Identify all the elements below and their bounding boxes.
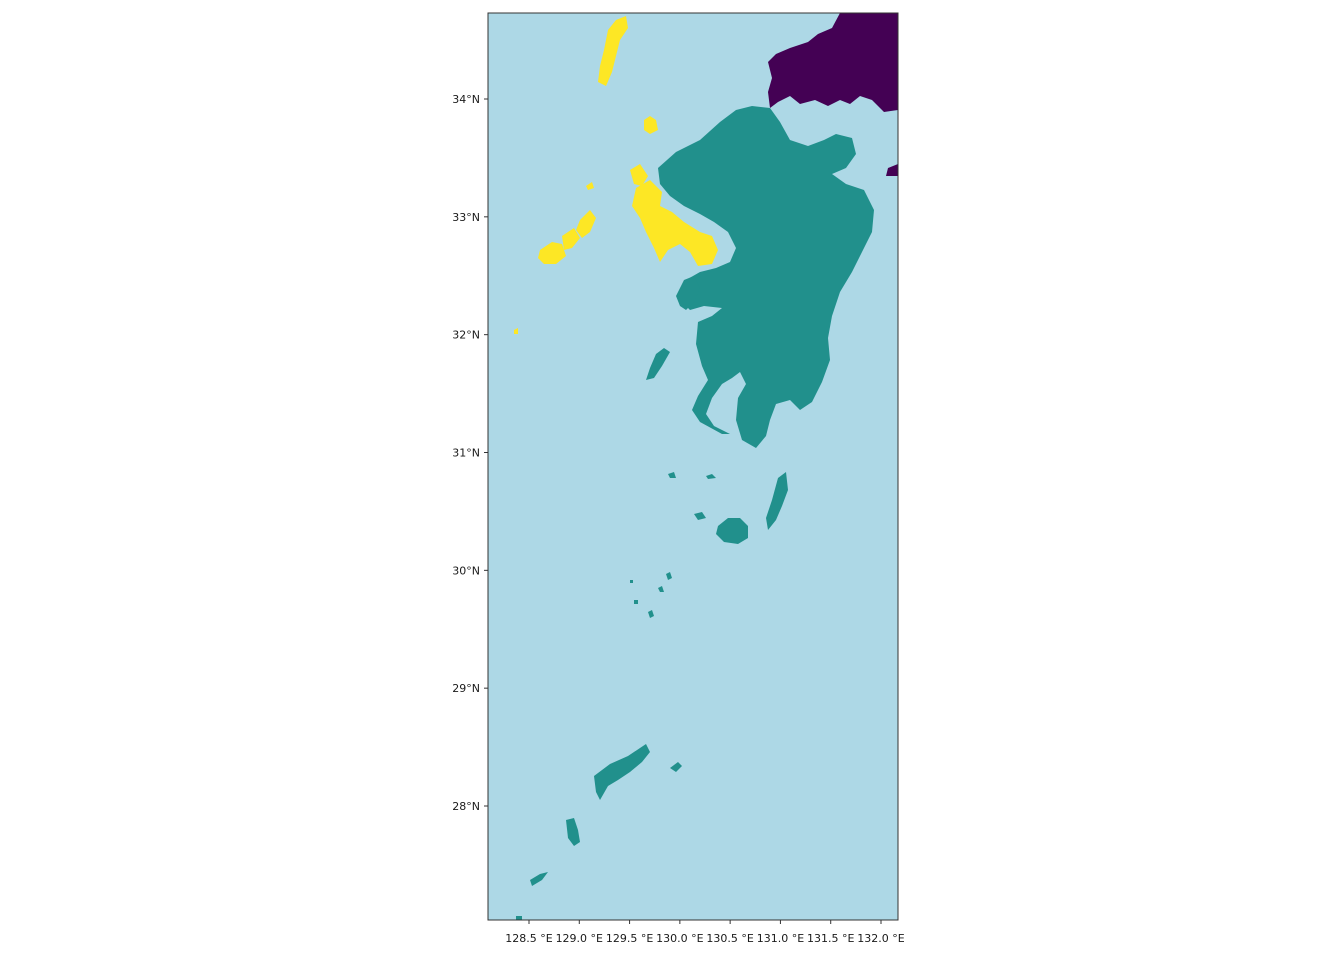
region-hirado bbox=[630, 164, 648, 186]
y-tick-label: 29°N bbox=[452, 682, 480, 695]
map-frame bbox=[487, 12, 899, 921]
region-tanegashima bbox=[766, 472, 788, 530]
region-honshu-tip bbox=[886, 164, 898, 176]
region-kikaijima bbox=[670, 762, 682, 772]
x-tick-label: 128.5 °E bbox=[505, 932, 552, 945]
region-yoron bbox=[516, 916, 522, 920]
region-honshu bbox=[768, 13, 898, 112]
region-iki bbox=[644, 116, 658, 134]
region-danjo bbox=[514, 328, 518, 334]
region-kuchinoerabu bbox=[694, 512, 706, 520]
y-tick-label: 32°N bbox=[452, 329, 480, 342]
region-goto-fukue bbox=[538, 242, 566, 264]
region-iojima bbox=[706, 474, 716, 479]
y-tick-label: 30°N bbox=[452, 564, 480, 577]
region-tokara-3 bbox=[648, 610, 654, 618]
x-tick-label: 130.0 °E bbox=[656, 932, 703, 945]
region-tokara-4 bbox=[634, 600, 638, 604]
land-layer bbox=[514, 13, 898, 920]
region-tokara-5 bbox=[630, 580, 633, 583]
region-nagasaki-mainland bbox=[632, 180, 718, 266]
region-kyushu-koshiki bbox=[646, 348, 670, 380]
region-goto-middle bbox=[562, 228, 580, 250]
region-okinoerabu bbox=[530, 872, 548, 886]
x-tick-label: 131.5 °E bbox=[807, 932, 854, 945]
x-tick-label: 130.5 °E bbox=[706, 932, 753, 945]
region-yakushima bbox=[716, 518, 748, 544]
y-tick-label: 33°N bbox=[452, 211, 480, 224]
region-kyushu-mainland bbox=[658, 106, 874, 448]
y-tick-label: 34°N bbox=[452, 93, 480, 106]
region-tsushima bbox=[598, 16, 628, 86]
latitude-axis: 34°N 33°N 32°N 31°N 30°N 29°N 28°N bbox=[452, 93, 488, 813]
y-tick-label: 28°N bbox=[452, 800, 480, 813]
region-goto-north bbox=[576, 210, 596, 238]
region-tokunoshima bbox=[566, 818, 580, 846]
longitude-axis: 128.5 °E 129.0 °E 129.5 °E 130.0 °E 130.5 °E… bbox=[505, 920, 905, 945]
region-tokara-2 bbox=[658, 586, 664, 592]
region-tokara-1 bbox=[666, 572, 672, 580]
x-tick-label: 129.0 °E bbox=[556, 932, 603, 945]
region-kyushu-amakusa bbox=[676, 276, 700, 310]
x-tick-label: 132.0 °E bbox=[857, 932, 904, 945]
x-tick-label: 129.5 °E bbox=[606, 932, 653, 945]
x-tick-label: 131.0 °E bbox=[757, 932, 804, 945]
region-kuroshima bbox=[668, 472, 676, 478]
y-tick-label: 31°N bbox=[452, 447, 480, 460]
region-goto-small bbox=[586, 182, 594, 190]
region-amami-oshima bbox=[594, 744, 650, 800]
